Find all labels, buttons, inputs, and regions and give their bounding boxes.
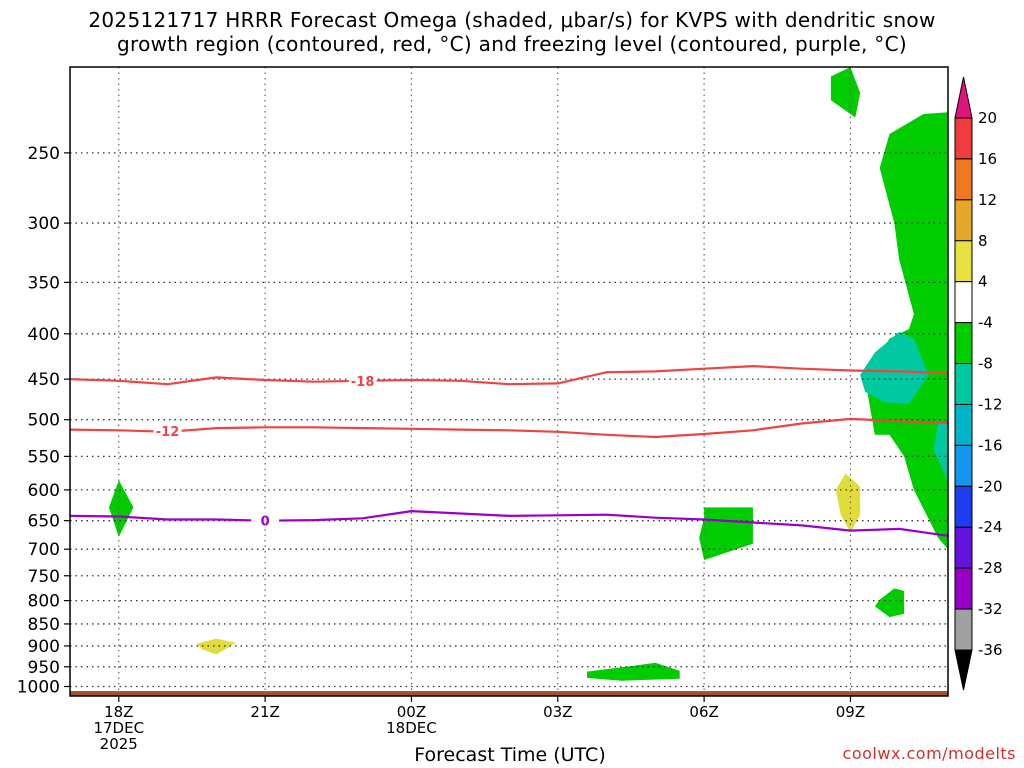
plot-area	[70, 67, 948, 696]
chart-title-line-2: growth region (contoured, red, °C) and f…	[117, 32, 907, 56]
plot-background	[70, 67, 948, 696]
x-tick-label-0-2: 2025	[100, 735, 138, 753]
y-tick-label-750: 750	[28, 567, 60, 587]
y-tick-label-250: 250	[28, 144, 60, 164]
colorbar-label-8: -16	[978, 436, 1003, 454]
omega-region-green-4	[109, 480, 134, 537]
y-tick-label-950: 950	[28, 658, 60, 678]
colorbar-swatch-3	[954, 240, 973, 283]
colorbar-swatch-2	[954, 199, 973, 242]
colorbar-swatch-11	[954, 567, 973, 610]
colorbar-swatch-6	[954, 363, 973, 405]
y-tick-label-450: 450	[28, 370, 60, 390]
contour-label-bg-2	[251, 512, 280, 529]
colorbar-label-5: -4	[978, 314, 993, 332]
contour-label-2: 0	[261, 515, 270, 530]
chart-title-line-1: 2025121717 HRRR Forecast Omega (shaded, …	[88, 8, 936, 32]
contour-line-2	[69, 509, 949, 537]
temperature-contours: -18 -12 0	[69, 364, 949, 537]
y-tick-label-550: 550	[28, 447, 60, 467]
x-tick-label-6-1: 18DEC	[386, 719, 437, 737]
colorbar-swatch-12	[954, 608, 973, 651]
colorbar-label-1: 16	[978, 150, 997, 168]
contour-label-bg-0	[348, 372, 377, 389]
plot-frame	[69, 66, 949, 697]
y-tick-label-900: 900	[28, 637, 60, 657]
x-tick-label-15-0: 09Z	[836, 703, 865, 721]
x-axis-title: Forecast Time (UTC)	[414, 744, 606, 766]
y-tick-label-300: 300	[28, 214, 60, 234]
contour-line-0	[69, 364, 949, 386]
omega-region-teal-3	[933, 423, 948, 484]
y-tick-label-800: 800	[28, 592, 60, 612]
contour-line-1	[69, 417, 949, 439]
colorbar-label-9: -20	[978, 477, 1003, 495]
ground-surface	[70, 691, 948, 696]
colorbar-swatch-4	[954, 281, 973, 324]
y-tick-label-850: 850	[28, 615, 60, 635]
colorbar-swatch-1	[954, 158, 973, 201]
x-tick-label-0-0: 18Z	[104, 703, 133, 721]
colorbar-label-10: -24	[978, 518, 1003, 536]
colorbar-label-7: -12	[978, 395, 1003, 413]
colorbar-bottom-arrow	[954, 649, 973, 691]
y-tick-label-650: 650	[28, 512, 60, 532]
y-tick-label-350: 350	[28, 273, 60, 293]
colorbar-swatch-10	[954, 526, 973, 569]
colorbar: 20 16 12 8 4 -4 -8 -12 -16 -20 -24 -28 -32 -36	[954, 76, 1003, 691]
credit-link[interactable]: coolwx.com/modelts	[842, 744, 1016, 763]
omega-region-green-0	[830, 67, 861, 118]
x-tick-label-12-0: 06Z	[689, 703, 718, 721]
y-tick-label-700: 700	[28, 540, 60, 560]
colorbar-swatch-5	[954, 322, 973, 365]
colorbar-label-13: -36	[978, 641, 1003, 659]
contour-label-0: -18	[351, 375, 375, 390]
x-tick-label-3-0: 21Z	[250, 703, 279, 721]
colorbar-label-6: -8	[978, 355, 993, 373]
x-tick-label-0-1: 17DEC	[93, 719, 144, 737]
ground-band	[70, 691, 948, 696]
colorbar-label-12: -32	[978, 600, 1003, 618]
colorbar-swatch-0	[954, 117, 973, 160]
omega-region-teal-2	[860, 331, 929, 404]
colorbar-label-4: 4	[978, 273, 988, 291]
omega-region-green-1	[865, 112, 948, 550]
colorbar-label-2: 12	[978, 191, 997, 209]
plot-border	[69, 66, 949, 697]
omega-region-green-6	[874, 588, 905, 618]
colorbar-label-11: -28	[978, 559, 1003, 577]
x-tick-label-6-0: 00Z	[397, 703, 426, 721]
colorbar-swatch-9	[954, 485, 973, 528]
x-tick-label-9-0: 03Z	[543, 703, 572, 721]
y-tick-label-1000: 1000	[17, 677, 60, 697]
omega-region-green-7	[587, 662, 680, 681]
colorbar-top-arrow	[954, 76, 973, 119]
y-tick-label-600: 600	[28, 481, 60, 501]
colorbar-swatch-7	[954, 403, 973, 446]
omega-region-yellow-8	[835, 473, 861, 533]
colorbar-swatch-8	[954, 444, 973, 487]
y-tick-label-500: 500	[28, 411, 60, 431]
omega-region-yellow-9	[196, 638, 236, 655]
y-axis: 2503003504004505005506006507007508008509…	[17, 144, 70, 697]
colorbar-label-3: 8	[978, 232, 988, 250]
grid-lines	[70, 67, 948, 696]
y-tick-label-400: 400	[28, 325, 60, 345]
contour-label-bg-1	[153, 423, 182, 440]
contour-label-1: -12	[156, 425, 180, 440]
colorbar-label-0: 20	[978, 109, 997, 127]
